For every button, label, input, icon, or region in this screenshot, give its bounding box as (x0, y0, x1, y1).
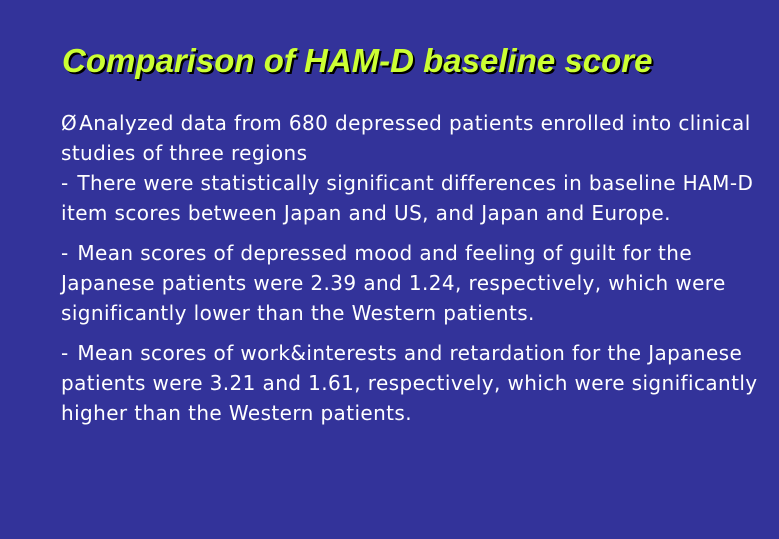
slide-title: Comparison of HAM-D baseline score (62, 42, 653, 79)
point-text: There were statistically significant dif… (61, 171, 754, 225)
arrow-bullet-icon: Ø (61, 111, 78, 135)
point-text: Analyzed data from 680 depressed patient… (61, 111, 751, 165)
point-significant-differences: - There were statistically significant d… (61, 168, 761, 228)
slide-body: Ø Analyzed data from 680 depressed patien… (61, 108, 761, 428)
dash-bullet-icon: - (61, 341, 69, 365)
point-lower-scores: - Mean scores of depressed mood and feel… (61, 238, 761, 328)
point-analyzed-data: Ø Analyzed data from 680 depressed patien… (61, 108, 761, 168)
point-higher-scores: - Mean scores of work&interests and reta… (61, 338, 761, 428)
point-text: Mean scores of work&interests and retard… (61, 341, 758, 425)
point-text: Mean scores of depressed mood and feelin… (61, 241, 726, 325)
dash-bullet-icon: - (61, 241, 69, 265)
dash-bullet-icon: - (61, 171, 69, 195)
